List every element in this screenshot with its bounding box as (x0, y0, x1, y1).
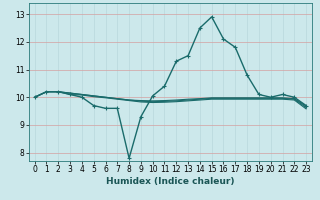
X-axis label: Humidex (Indice chaleur): Humidex (Indice chaleur) (106, 177, 235, 186)
